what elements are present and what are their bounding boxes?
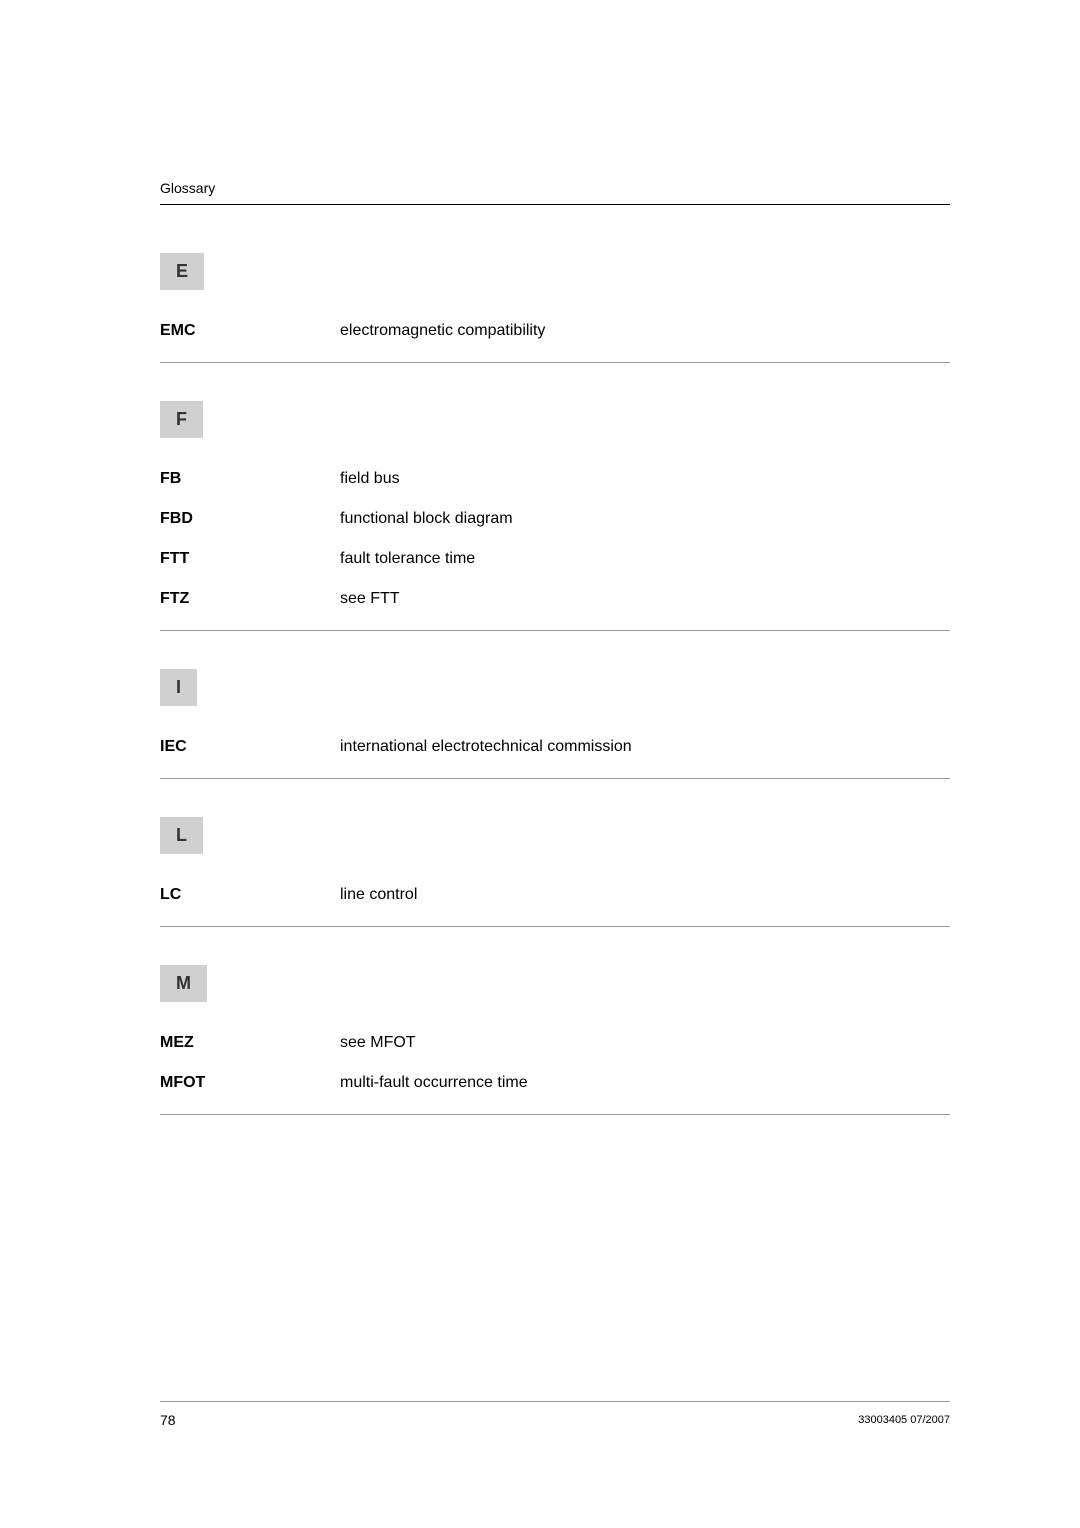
entry-term: EMC — [160, 322, 340, 340]
section-rule — [160, 926, 950, 927]
entry-def: see MFOT — [340, 1034, 950, 1052]
section-E: E EMC electromagnetic compatibility — [160, 245, 950, 363]
footer-rule — [160, 1401, 950, 1402]
page-header: Glossary — [160, 180, 950, 205]
entry-FTT: FTT fault tolerance time — [160, 550, 950, 568]
letter-box-E: E — [160, 253, 204, 290]
entry-def: line control — [340, 886, 950, 904]
entry-term: FBD — [160, 510, 340, 528]
doc-id: 33003405 07/2007 — [858, 1414, 950, 1426]
entry-MFOT: MFOT multi-fault occurrence time — [160, 1074, 950, 1092]
page-number: 78 — [160, 1412, 176, 1428]
entry-term: LC — [160, 886, 340, 904]
section-rule — [160, 362, 950, 363]
entry-term: FB — [160, 470, 340, 488]
section-I: I IEC international electrotechnical com… — [160, 661, 950, 779]
entry-IEC: IEC international electrotechnical commi… — [160, 738, 950, 756]
entry-term: MEZ — [160, 1034, 340, 1052]
entry-def: see FTT — [340, 590, 950, 608]
footer-row: 78 33003405 07/2007 — [160, 1412, 950, 1428]
section-F: F FB field bus FBD functional block diag… — [160, 393, 950, 631]
entry-EMC: EMC electromagnetic compatibility — [160, 322, 950, 340]
entry-def: fault tolerance time — [340, 550, 950, 568]
letter-box-F: F — [160, 401, 203, 438]
entry-LC: LC line control — [160, 886, 950, 904]
entry-def: multi-fault occurrence time — [340, 1074, 950, 1092]
entry-term: IEC — [160, 738, 340, 756]
section-M: M MEZ see MFOT MFOT multi-fault occurren… — [160, 957, 950, 1115]
section-rule — [160, 778, 950, 779]
letter-box-I: I — [160, 669, 197, 706]
section-rule — [160, 630, 950, 631]
entry-term: MFOT — [160, 1074, 340, 1092]
letter-box-L: L — [160, 817, 203, 854]
section-rule — [160, 1114, 950, 1115]
section-L: L LC line control — [160, 809, 950, 927]
header-rule — [160, 204, 950, 205]
entry-FBD: FBD functional block diagram — [160, 510, 950, 528]
letter-box-M: M — [160, 965, 207, 1002]
entry-term: FTT — [160, 550, 340, 568]
entry-def: field bus — [340, 470, 950, 488]
entry-term: FTZ — [160, 590, 340, 608]
entry-MEZ: MEZ see MFOT — [160, 1034, 950, 1052]
entry-def: functional block diagram — [340, 510, 950, 528]
entry-def: international electrotechnical commissio… — [340, 738, 950, 756]
page-footer: 78 33003405 07/2007 — [160, 1401, 950, 1428]
entry-FB: FB field bus — [160, 470, 950, 488]
header-title: Glossary — [160, 180, 950, 196]
entry-def: electromagnetic compatibility — [340, 322, 950, 340]
entry-FTZ: FTZ see FTT — [160, 590, 950, 608]
